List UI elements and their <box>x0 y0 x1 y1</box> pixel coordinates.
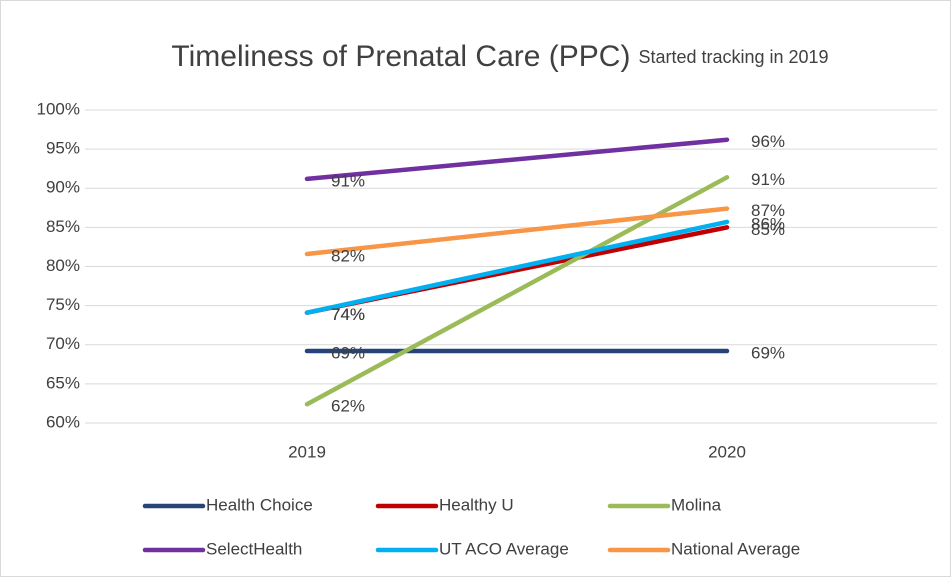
series-line <box>304 219 730 315</box>
y-tick-label: 65% <box>46 373 80 392</box>
y-tick-label: 100% <box>37 99 80 118</box>
data-label: 96% <box>751 132 785 151</box>
y-tick-label: 75% <box>46 295 80 314</box>
data-label: 87% <box>751 201 785 220</box>
y-tick-label: 70% <box>46 334 80 353</box>
y-tick-label: 95% <box>46 139 80 158</box>
y-tick-label: 90% <box>46 178 80 197</box>
x-tick-label: 2019 <box>288 442 326 461</box>
legend-label: UT ACO Average <box>439 539 569 558</box>
data-label: 82% <box>331 246 365 265</box>
data-label: 62% <box>331 397 365 416</box>
data-label: 74% <box>331 305 365 324</box>
data-label: 69% <box>331 343 365 362</box>
x-tick-label: 2020 <box>708 442 746 461</box>
y-tick-label: 60% <box>46 412 80 431</box>
series-line <box>304 206 730 257</box>
data-label: 91% <box>751 170 785 189</box>
chart-title: Timeliness of Prenatal Care (PPC) <box>171 40 630 73</box>
legend-label: SelectHealth <box>206 539 302 558</box>
legend-label: Health Choice <box>206 495 313 514</box>
y-tick-label: 80% <box>46 256 80 275</box>
series-line <box>304 137 730 182</box>
chart-title-group: Timeliness of Prenatal Care (PPC) Started… <box>171 40 828 73</box>
data-label: 74% <box>331 305 365 324</box>
legend-label: Healthy U <box>439 495 514 514</box>
data-label: 86% <box>751 214 785 233</box>
data-label: 85% <box>751 220 785 239</box>
chart-subtitle: Started tracking in 2019 <box>638 47 828 67</box>
legend-label: National Average <box>671 539 800 558</box>
data-label: 69% <box>751 343 785 362</box>
data-label: 91% <box>331 171 365 190</box>
legend-label: Molina <box>671 495 722 514</box>
y-tick-label: 85% <box>46 217 80 236</box>
